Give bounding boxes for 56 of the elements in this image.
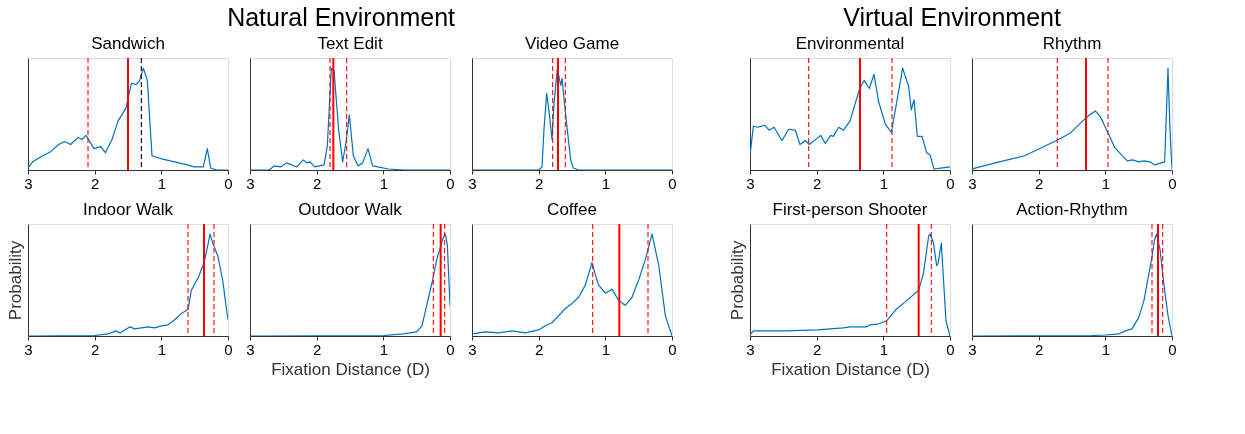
chart-title: Outdoor Walk xyxy=(298,200,403,219)
x-tick-label: 1 xyxy=(601,340,611,358)
x-tick-label: 2 xyxy=(812,174,822,192)
x-tick-label: 3 xyxy=(968,340,977,358)
x-tick-label: 1 xyxy=(1101,174,1111,192)
x-tick-label: 1 xyxy=(879,174,889,192)
chart-title: Coffee xyxy=(547,200,597,219)
x-tick-label: 1 xyxy=(379,340,389,358)
x-tick-label: 0 xyxy=(668,174,677,192)
x-tick-label: 0 xyxy=(446,340,455,358)
chart-title: First-person Shooter xyxy=(772,200,928,219)
y-axis-title: Probability xyxy=(5,240,25,321)
x-tick-label: 1 xyxy=(157,340,167,358)
x-tick-label: 3 xyxy=(746,174,755,192)
x-tick-label: 0 xyxy=(668,340,677,358)
x-tick-label: 2 xyxy=(534,174,544,192)
x-tick-label: 1 xyxy=(601,174,611,192)
x-tick-label: 2 xyxy=(1034,174,1044,192)
y-axis-title: Probability xyxy=(727,240,747,321)
chart-title: Sandwich xyxy=(91,34,165,53)
x-tick-label: 2 xyxy=(534,340,544,358)
x-tick-label: 1 xyxy=(1101,340,1111,358)
x-tick-label: 0 xyxy=(1168,174,1177,192)
x-tick-label: 3 xyxy=(246,340,255,358)
x-tick-label: 2 xyxy=(90,174,100,192)
x-tick-label: 2 xyxy=(312,174,322,192)
x-tick-label: 3 xyxy=(24,340,33,358)
text: Natural Environment xyxy=(227,2,456,31)
chart-title: Action-Rhythm xyxy=(1016,200,1128,219)
x-tick-label: 1 xyxy=(379,174,389,192)
x-tick-label: 2 xyxy=(90,340,100,358)
x-tick-label: 3 xyxy=(746,340,755,358)
x-tick-label: 3 xyxy=(968,174,977,192)
x-tick-label: 3 xyxy=(24,174,33,192)
x-tick-label: 3 xyxy=(246,174,255,192)
text: Virtual Environment xyxy=(843,2,1061,31)
x-axis-title: Fixation Distance (D) xyxy=(271,359,430,379)
x-tick-label: 1 xyxy=(157,174,167,192)
x-tick-label: 0 xyxy=(224,174,233,192)
x-tick-label: 3 xyxy=(468,340,477,358)
x-tick-label: 1 xyxy=(879,340,889,358)
chart-title: Text Edit xyxy=(317,34,383,53)
chart-title: Environmental xyxy=(795,34,905,53)
x-tick-label: 2 xyxy=(312,340,322,358)
chart-title: Rhythm xyxy=(1042,34,1102,53)
x-tick-label: 0 xyxy=(946,340,955,358)
x-tick-label: 0 xyxy=(446,174,455,192)
chart-title: Video Game xyxy=(524,34,620,53)
x-tick-label: 2 xyxy=(812,340,822,358)
chart-title: Indoor Walk xyxy=(82,200,174,219)
x-axis-title: Fixation Distance (D) xyxy=(771,359,930,379)
x-tick-label: 2 xyxy=(1034,340,1044,358)
x-tick-label: 0 xyxy=(224,340,233,358)
x-tick-label: 0 xyxy=(1168,340,1177,358)
x-tick-label: 3 xyxy=(468,174,477,192)
x-tick-label: 0 xyxy=(946,174,955,192)
